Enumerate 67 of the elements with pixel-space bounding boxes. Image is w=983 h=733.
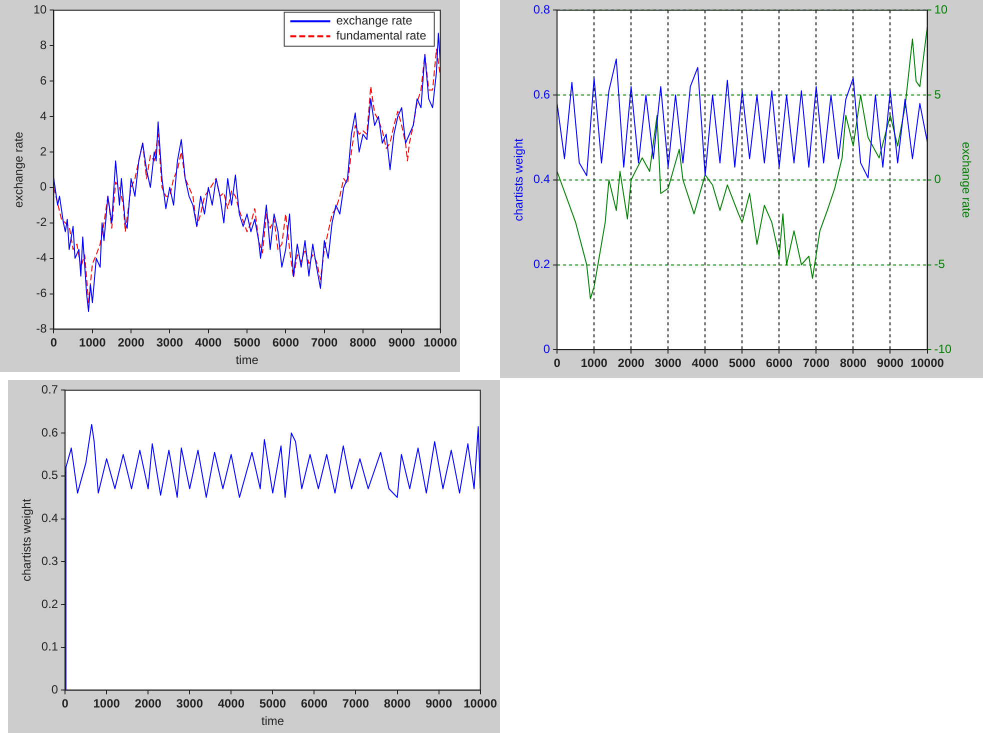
x-tick-label: 5000 <box>259 696 286 711</box>
y-tick-label: 0.2 <box>41 596 58 611</box>
y-tick-label: 0.7 <box>41 382 58 397</box>
x-tick-label: 7000 <box>310 336 338 350</box>
x-tick-label: 6000 <box>300 696 328 711</box>
x-tick-label: 4000 <box>218 696 245 711</box>
x-tick-label: 10000 <box>910 356 944 370</box>
y-tick-label: 6 <box>40 73 48 88</box>
x-tick-label: 8000 <box>350 336 377 350</box>
y-tick-label: -2 <box>36 215 48 230</box>
y2-tick-label: -10 <box>934 342 952 356</box>
x-tick-label: 7000 <box>802 356 830 370</box>
legend-label: exchange rate <box>336 14 413 28</box>
y-axis-title: chartists weight <box>20 498 34 582</box>
x-tick-label: 4000 <box>692 356 719 370</box>
y-tick-label: 0.4 <box>533 172 550 186</box>
y-tick-label: 0.3 <box>41 554 58 568</box>
x-tick-label: 10000 <box>424 336 458 350</box>
y2-tick-label: 0 <box>934 172 942 186</box>
y-tick-label: -8 <box>36 322 48 336</box>
y2-axis-title: exchange rate <box>959 142 974 218</box>
x-tick-label: 2000 <box>118 336 145 350</box>
y-tick-label: 2 <box>40 144 48 158</box>
y-axis-title: chartists weight <box>512 138 526 222</box>
x-tick-label: 1000 <box>79 336 106 350</box>
y-axis-title: exchange rate <box>12 131 26 208</box>
x-tick-label: 1000 <box>580 356 608 370</box>
x-tick-label: 8000 <box>384 696 411 711</box>
x-tick-label: 6000 <box>272 336 300 350</box>
x-axis-title: time <box>236 353 259 368</box>
y-tick-label: 0.6 <box>533 87 550 102</box>
y-tick-label: 10 <box>33 2 48 17</box>
x-tick-label: 1000 <box>93 696 120 711</box>
x-tick-label: 0 <box>62 696 69 711</box>
legend-label: fundamental rate <box>336 28 427 43</box>
x-tick-label: 0 <box>554 356 561 370</box>
x-tick-label: 9000 <box>425 696 452 711</box>
x-tick-label: 7000 <box>342 696 370 711</box>
x-tick-label: 3000 <box>176 696 204 711</box>
y-tick-label: 0.6 <box>41 425 58 440</box>
x-tick-label: 5000 <box>728 356 756 370</box>
y-tick-label: -6 <box>36 286 48 300</box>
y-tick-label: 4 <box>40 108 48 123</box>
x-tick-label: 9000 <box>876 356 904 370</box>
y-tick-label: 0.1 <box>41 640 58 654</box>
y-tick-label: 0.4 <box>41 511 58 526</box>
y-tick-label: 8 <box>40 38 48 52</box>
x-tick-label: 3000 <box>156 336 184 350</box>
y-tick-label: 0.5 <box>41 468 58 482</box>
x-tick-label: 2000 <box>134 696 162 711</box>
y-tick-label: 0.8 <box>533 2 550 17</box>
x-tick-label: 10000 <box>464 696 498 711</box>
x-tick-label: 3000 <box>654 356 682 370</box>
x-tick-label: 2000 <box>618 356 645 370</box>
x-axis-title: time <box>261 714 284 728</box>
y2-tick-label: 5 <box>934 87 942 102</box>
x-tick-label: 8000 <box>840 356 867 370</box>
x-tick-label: 9000 <box>388 336 416 350</box>
y-tick-label: 0 <box>40 180 48 194</box>
y-tick-label: 0 <box>51 682 58 697</box>
y2-tick-label: -5 <box>934 257 946 272</box>
y-tick-label: -4 <box>36 250 48 265</box>
x-tick-label: 4000 <box>195 336 222 350</box>
x-tick-label: 5000 <box>234 336 261 350</box>
y-tick-label: 0.2 <box>533 257 550 272</box>
x-tick-label: 6000 <box>766 356 793 370</box>
y2-tick-label: 10 <box>934 2 948 17</box>
